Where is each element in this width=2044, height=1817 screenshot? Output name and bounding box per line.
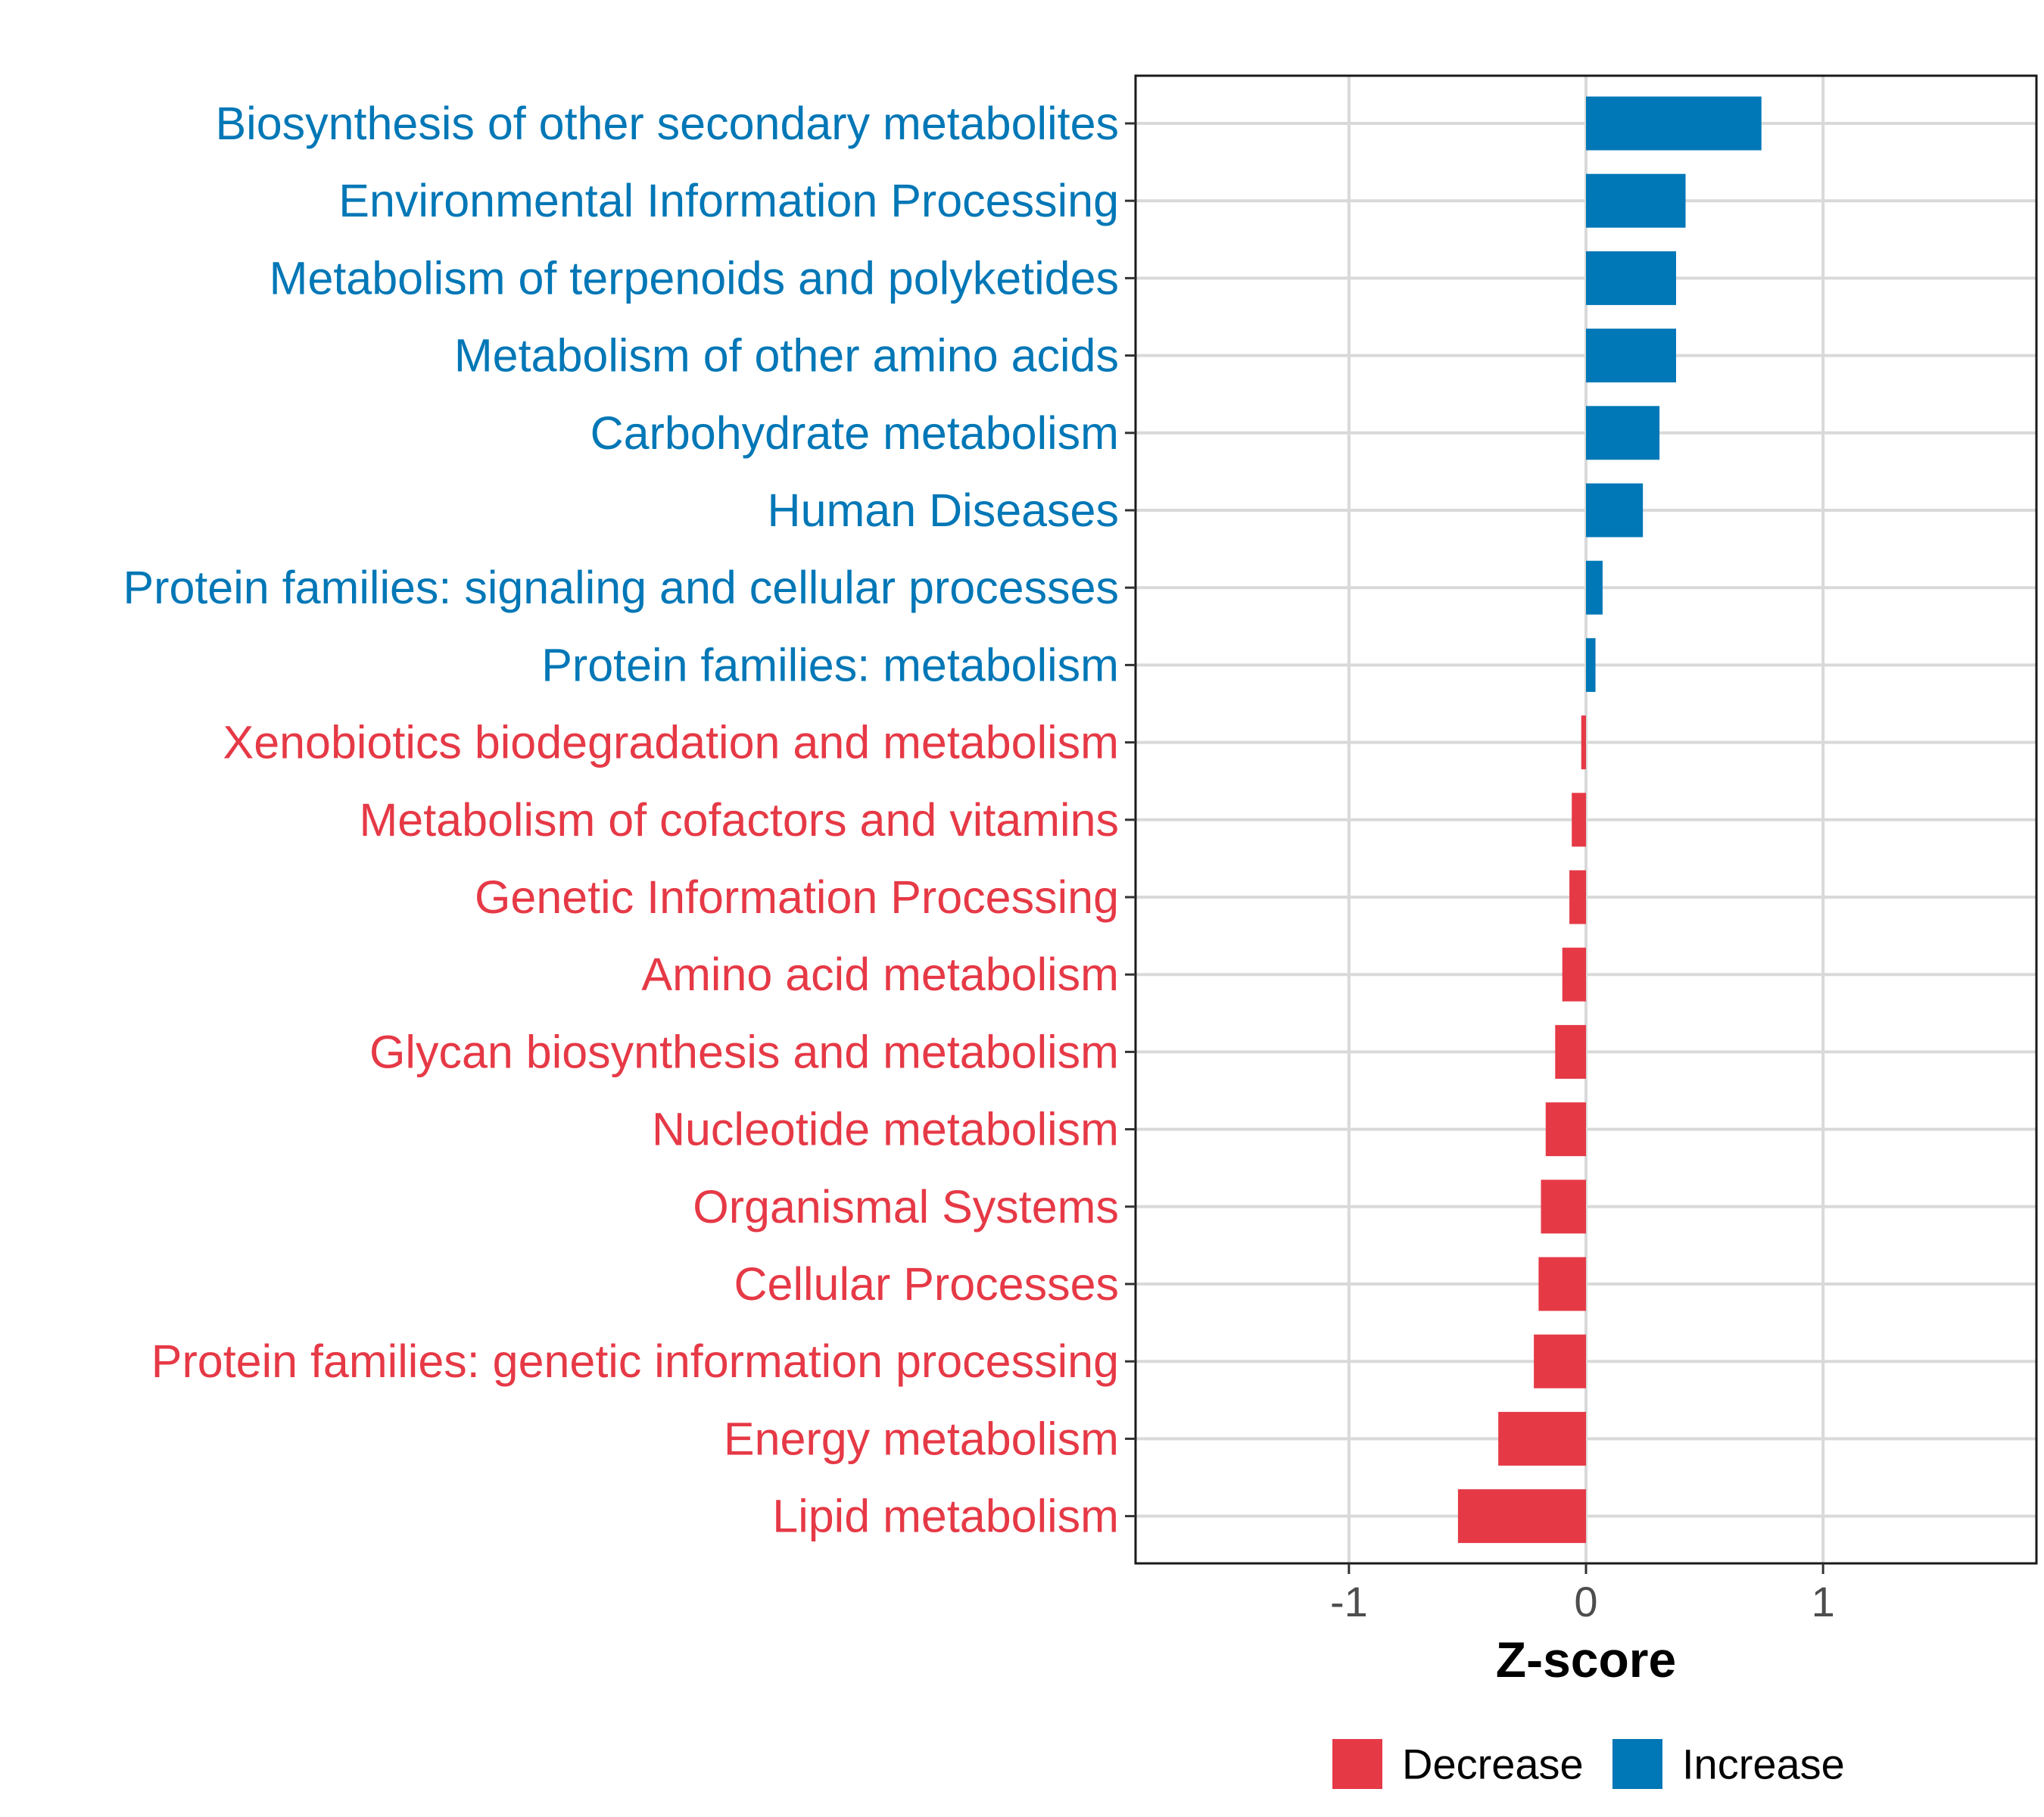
bar [1534, 1334, 1586, 1388]
y-tick-label: Environmental Information Processing [338, 175, 1119, 226]
y-tick-label: Lipid metabolism [772, 1491, 1119, 1542]
bar [1457, 1489, 1586, 1544]
y-tick-label: Metabolism of other amino acids [454, 330, 1119, 382]
y-tick-label: Organismal Systems [693, 1181, 1119, 1233]
y-axis: Biosynthesis of other secondary metaboli… [123, 98, 1136, 1542]
x-tick-label: 1 [1812, 1578, 1835, 1625]
y-tick-label: Glycan biosynthesis and metabolism [369, 1026, 1119, 1077]
y-tick-label: Energy metabolism [724, 1413, 1119, 1464]
bar [1586, 329, 1676, 383]
x-tick-label: 0 [1574, 1578, 1597, 1625]
bar [1538, 1257, 1586, 1311]
bar [1541, 1180, 1586, 1234]
bar [1562, 947, 1586, 1002]
y-tick-label: Protein families: signaling and cellular… [123, 562, 1119, 613]
y-tick-label: Human Diseases [768, 485, 1119, 536]
bar [1586, 637, 1596, 692]
y-tick-label: Genetic Information Processing [475, 871, 1119, 923]
bar [1586, 251, 1676, 305]
bar [1555, 1024, 1586, 1079]
bar [1545, 1102, 1586, 1157]
bar [1586, 406, 1660, 460]
bars [1457, 96, 1762, 1544]
bar [1572, 793, 1586, 847]
legend: Decrease Increase [1332, 1739, 1845, 1789]
bar [1498, 1411, 1586, 1466]
y-tick-label: Metabolism of cofactors and vitamins [359, 794, 1119, 846]
bar [1581, 715, 1586, 770]
y-tick-label: Protein families: genetic information pr… [151, 1335, 1119, 1387]
x-tick-label: -1 [1330, 1578, 1368, 1625]
legend-swatch [1332, 1739, 1382, 1789]
bar [1569, 870, 1586, 924]
bar [1586, 560, 1603, 615]
y-tick-label: Carbohydrate metabolism [590, 407, 1119, 459]
legend-label: Decrease [1402, 1741, 1584, 1788]
y-tick-label: Biosynthesis of other secondary metaboli… [215, 98, 1119, 149]
legend-swatch [1612, 1739, 1662, 1789]
legend-label: Increase [1682, 1741, 1845, 1788]
y-tick-label: Nucleotide metabolism [652, 1104, 1119, 1155]
y-tick-label: Xenobiotics biodegradation and metabolis… [223, 717, 1119, 768]
y-tick-label: Protein families: metabolism [541, 639, 1119, 690]
x-axis-title: Z-score [1496, 1632, 1676, 1688]
x-axis: -1 0 1 [1330, 1563, 1835, 1625]
y-tick-label: Cellular Processes [734, 1258, 1119, 1310]
bar [1586, 483, 1644, 538]
y-tick-label: Amino acid metabolism [641, 949, 1119, 1000]
bar [1586, 173, 1686, 228]
y-tick-label: Metabolism of terpenoids and polyketides [270, 252, 1119, 304]
bar [1586, 96, 1762, 151]
